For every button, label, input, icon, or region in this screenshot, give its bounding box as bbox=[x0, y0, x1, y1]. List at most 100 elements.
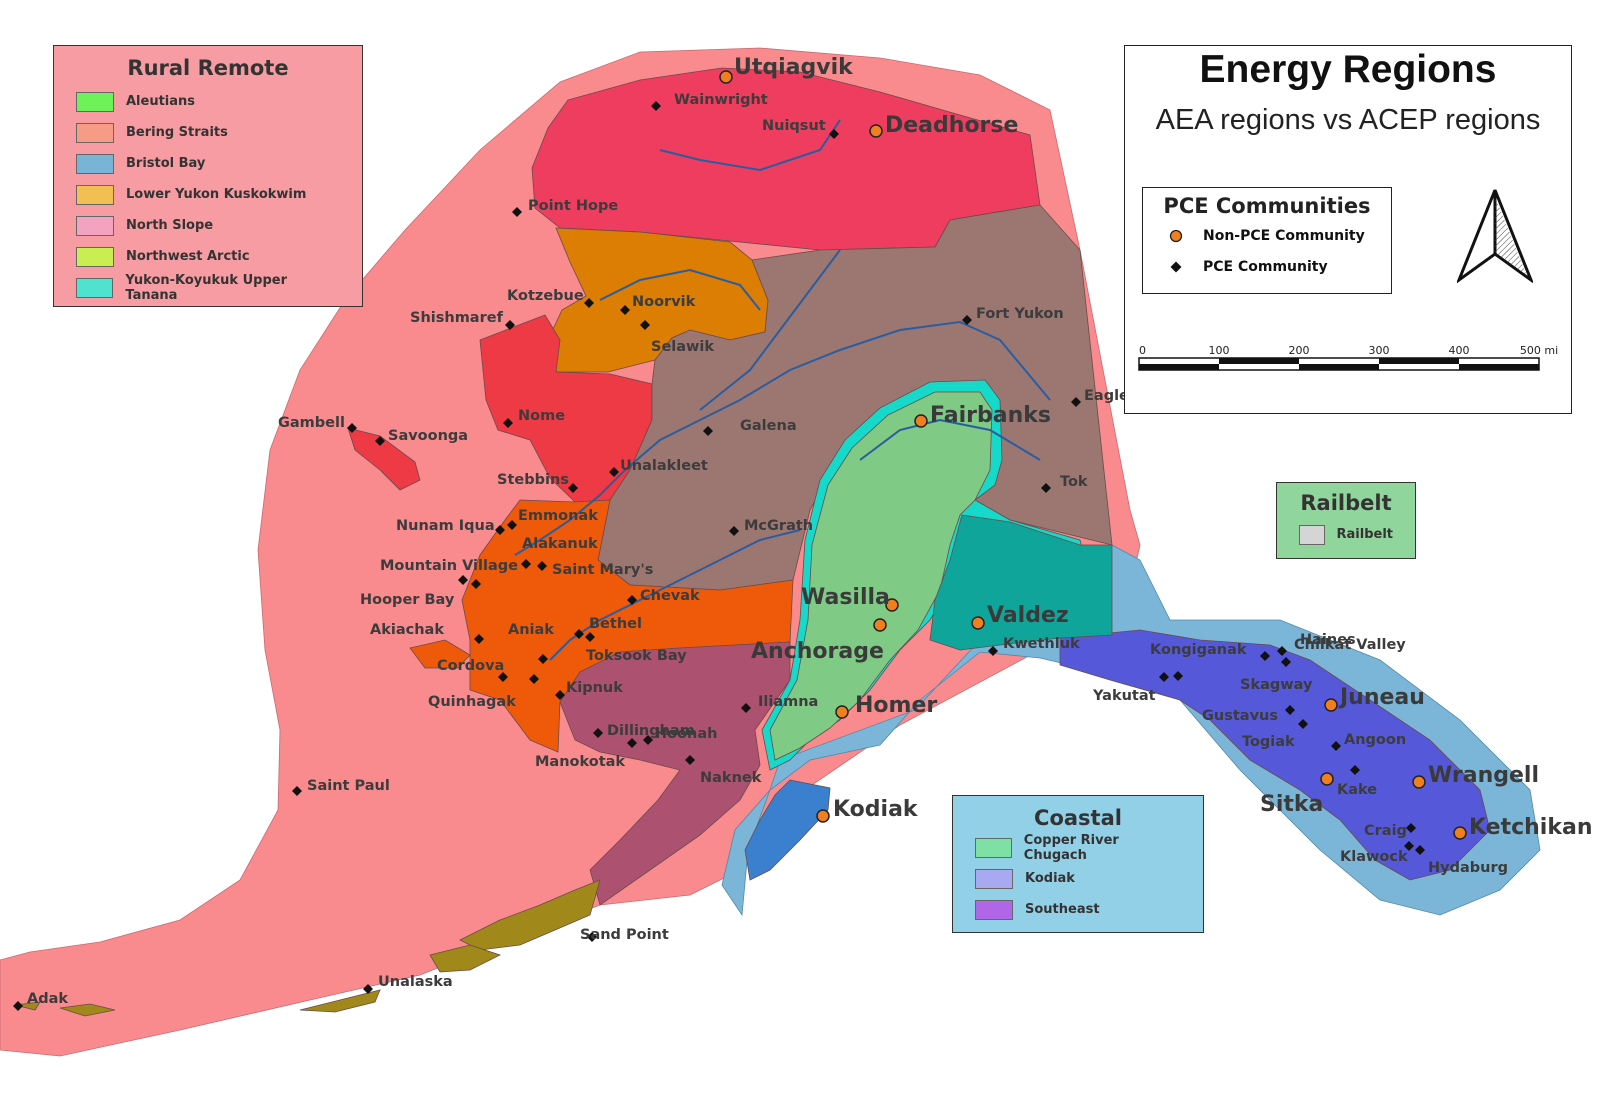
pce-community-label: Gambell bbox=[278, 415, 345, 431]
rivers bbox=[514, 119, 1051, 661]
non-pce-community-marker bbox=[1412, 775, 1426, 789]
scale-bar: 0 100 200 300 400 500 mi bbox=[1138, 344, 1558, 371]
non-pce-community-label: Fairbanks bbox=[930, 403, 1051, 428]
pce-community-marker bbox=[495, 525, 505, 535]
non-pce-community-marker bbox=[719, 70, 733, 84]
pce-community-marker bbox=[574, 629, 584, 639]
legend-swatch bbox=[76, 184, 114, 205]
copper-river-chugach-region bbox=[929, 514, 1113, 651]
non-pce-community-marker bbox=[885, 598, 899, 612]
pce-community-label: Kongiganak bbox=[1150, 642, 1247, 658]
pce-community-marker bbox=[640, 320, 650, 330]
legend-swatch bbox=[975, 899, 1013, 920]
legend-swatch bbox=[1299, 524, 1325, 545]
pce-community-label: McGrath bbox=[744, 518, 813, 534]
legend-label: Yukon-Koyukuk Upper Tanana bbox=[125, 272, 287, 303]
rural-remote-legend-title: Rural Remote bbox=[127, 56, 289, 80]
pce-community-label: Selawik bbox=[651, 339, 714, 355]
pce-community-marker bbox=[1173, 671, 1183, 681]
legend-label: Aleutians bbox=[126, 94, 196, 109]
non-pce-community-marker bbox=[816, 809, 830, 823]
pce-community-marker bbox=[568, 483, 578, 493]
pce-community-marker bbox=[829, 129, 839, 139]
pce-community-label: Hoonah bbox=[655, 726, 718, 742]
pce-community-marker bbox=[471, 579, 481, 589]
pce-community-label: Eagle bbox=[1084, 388, 1129, 404]
scale-tick-label: 500 mi bbox=[1520, 344, 1558, 357]
pce-community-label: Noorvik bbox=[632, 294, 696, 310]
pce-community-marker bbox=[643, 735, 653, 745]
community-labels: Wainwright Nuiqsut Point Hope Kotzebue Noorv… bbox=[13, 55, 1592, 1011]
pce-community-marker bbox=[627, 738, 637, 748]
pce-community-marker bbox=[537, 561, 547, 571]
aleutian-island-1 bbox=[429, 944, 502, 973]
legend-label: Lower Yukon Kuskokwim bbox=[126, 187, 307, 202]
pce-community-marker bbox=[685, 755, 695, 765]
pce-community-marker bbox=[458, 575, 468, 585]
river-colville bbox=[659, 119, 841, 172]
map-title: Energy Regions bbox=[1199, 48, 1497, 91]
pce-community-marker bbox=[512, 207, 522, 217]
scale-tick-labels: 0 100 200 300 400 500 mi bbox=[1139, 344, 1558, 357]
pce-community-marker bbox=[988, 646, 998, 656]
pce-community-label: Gustavus bbox=[1202, 708, 1278, 724]
aleutian-island-3 bbox=[59, 1003, 116, 1017]
aleutian-island-2 bbox=[299, 989, 381, 1013]
pce-community-label: Bethel bbox=[589, 616, 642, 632]
coastal-legend: Coastal Copper River Chugach Kodiak Southe… bbox=[952, 795, 1204, 933]
legend-row: Lower Yukon Kuskokwim bbox=[76, 179, 340, 210]
pce-community-label: Cordova bbox=[437, 658, 504, 674]
orange-circle-icon bbox=[1169, 229, 1183, 242]
legend-row: Aleutians bbox=[76, 86, 340, 117]
pce-community-label: Kwethluk bbox=[1003, 636, 1080, 652]
pce-community-label: Shishmaref bbox=[410, 310, 504, 326]
legend-label: Northwest Arctic bbox=[126, 249, 250, 264]
pce-community-label: Alakanuk bbox=[522, 536, 598, 552]
non-pce-community-label: Homer bbox=[855, 693, 937, 718]
legend-row: Southeast bbox=[975, 894, 1181, 925]
pce-community-marker bbox=[292, 786, 302, 796]
pce-community-label: Nome bbox=[518, 408, 565, 424]
pce-community-marker bbox=[1260, 651, 1270, 661]
nunivak-island bbox=[409, 639, 471, 669]
non-pce-community-label: Utqiagvik bbox=[734, 55, 854, 80]
legend-swatch bbox=[76, 215, 114, 236]
pce-community-marker bbox=[1415, 845, 1425, 855]
pce-community-marker bbox=[1041, 483, 1051, 493]
pce-community-marker bbox=[1277, 646, 1287, 656]
pce-community-marker bbox=[538, 654, 548, 664]
non-pce-community-label: Juneau bbox=[1338, 685, 1425, 710]
pce-community-label: Point Hope bbox=[528, 198, 618, 214]
pce-community-label: Unalakleet bbox=[620, 458, 708, 474]
pce-community-marker bbox=[1350, 765, 1360, 775]
non-pce-community-label: Valdez bbox=[987, 603, 1069, 628]
scale-tick-label: 200 bbox=[1289, 344, 1310, 357]
pce-community-label: Sand Point bbox=[580, 927, 669, 943]
pce-community-label: Akiachak bbox=[370, 622, 444, 638]
river-tanana bbox=[859, 418, 1041, 461]
pce-legend-label: Non-PCE Community bbox=[1203, 227, 1365, 244]
railbelt-legend-items: Railbelt bbox=[1299, 519, 1393, 550]
title-box: Energy Regions AEA regions vs ACEP regio… bbox=[1124, 45, 1572, 414]
pce-community-label: Angoon bbox=[1344, 732, 1406, 748]
pce-community-label: Unalaska bbox=[378, 974, 453, 990]
pce-community-label: Haines bbox=[1300, 632, 1356, 648]
railbelt-region bbox=[769, 391, 993, 761]
legend-swatch bbox=[76, 122, 114, 143]
legend-label: Railbelt bbox=[1336, 527, 1394, 542]
pce-community-marker bbox=[375, 436, 385, 446]
pce-legend-row-pce: PCE Community bbox=[1157, 251, 1377, 282]
legend-label: Kodiak bbox=[1025, 871, 1075, 886]
pce-community-label: Stebbins bbox=[497, 472, 569, 488]
pce-community-marker bbox=[13, 1001, 23, 1011]
legend-swatch bbox=[76, 246, 114, 267]
pce-community-label: Yakutat bbox=[1092, 688, 1156, 704]
legend-swatch bbox=[975, 837, 1012, 858]
pce-community-label: Kotzebue bbox=[507, 288, 584, 304]
pce-community-marker bbox=[1298, 719, 1308, 729]
pce-community-label: Klawock bbox=[1340, 849, 1408, 865]
non-pce-community-marker bbox=[1320, 772, 1334, 786]
non-pce-community-marker bbox=[914, 414, 928, 428]
pce-community-label: Quinhagak bbox=[428, 694, 516, 710]
